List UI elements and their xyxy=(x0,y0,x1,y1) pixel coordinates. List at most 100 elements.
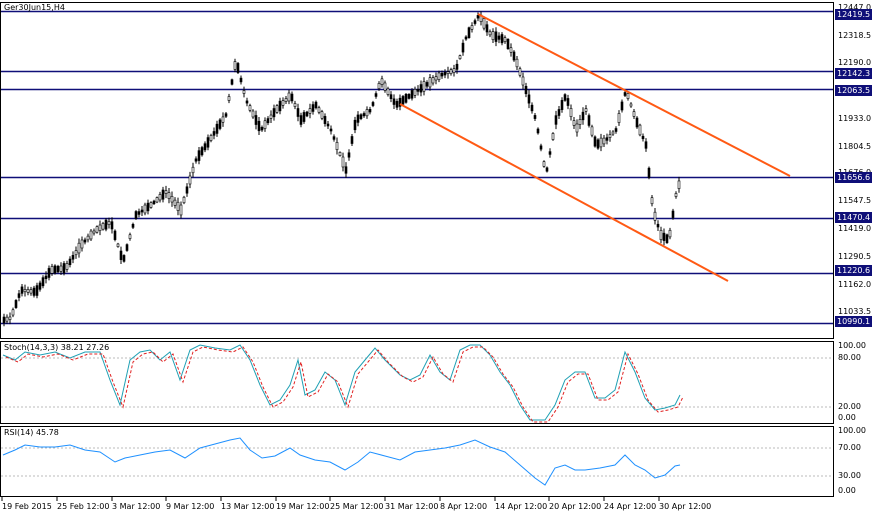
candle-body xyxy=(437,72,441,80)
candle-body xyxy=(170,196,174,203)
candle-body xyxy=(245,100,249,104)
candle-body xyxy=(146,202,150,212)
candle-body xyxy=(53,265,57,274)
candle-body xyxy=(662,232,666,241)
candle-body xyxy=(362,113,366,117)
candle-body xyxy=(107,221,111,225)
candle-body xyxy=(188,175,192,185)
price-tick: 12190.0 xyxy=(838,58,872,67)
candle-body xyxy=(425,82,429,87)
candle-body xyxy=(536,128,540,134)
candle-body xyxy=(551,133,555,140)
stoch-main-line xyxy=(2,344,681,421)
candle-body xyxy=(467,27,471,38)
candle-body xyxy=(32,287,36,296)
candle-body xyxy=(620,101,624,111)
candle-body xyxy=(290,93,294,102)
candle-body xyxy=(497,35,501,40)
candle-body xyxy=(161,189,165,200)
candle-body xyxy=(404,94,408,103)
lower-trendline[interactable] xyxy=(399,103,729,282)
candle-body xyxy=(428,77,432,88)
candle-body xyxy=(443,72,447,76)
price-tick: 11162.0 xyxy=(838,280,872,289)
level-tag[interactable]: 11656.6 xyxy=(835,172,873,183)
candle-body xyxy=(113,230,117,240)
candle-body xyxy=(308,108,312,114)
candle-body xyxy=(194,158,198,162)
candle-body xyxy=(560,100,564,110)
candle-body xyxy=(68,258,72,265)
candle-body xyxy=(167,192,171,199)
candle-body xyxy=(389,94,393,99)
candle-body xyxy=(101,223,105,230)
candle-body xyxy=(203,143,207,151)
candle-body xyxy=(137,211,141,215)
candle-body xyxy=(512,51,516,61)
candle-body xyxy=(611,131,615,135)
candle-body xyxy=(26,289,30,293)
time-tick: 3 Mar 12:00 xyxy=(112,502,161,511)
candle-body xyxy=(524,85,528,95)
candle-body xyxy=(386,88,390,95)
candle-body xyxy=(5,316,9,322)
candle-body xyxy=(77,242,81,254)
candle-body xyxy=(368,109,372,113)
candle-body xyxy=(518,68,522,76)
candle-body xyxy=(266,118,270,124)
level-tag[interactable]: 11220.6 xyxy=(835,265,873,276)
time-tick: 8 Apr 12:00 xyxy=(440,502,488,511)
price-tick: 12447.0 xyxy=(838,3,872,12)
candle-body xyxy=(596,139,600,149)
price-tick: 11419.0 xyxy=(838,224,872,233)
candle-body xyxy=(392,98,396,105)
candle-body xyxy=(521,76,525,86)
stoch-panel-frame xyxy=(0,341,834,424)
level-tag[interactable]: 12063.5 xyxy=(835,85,873,96)
candle-body xyxy=(152,200,156,205)
level-tag[interactable]: 12419.5 xyxy=(835,9,873,20)
candle-body xyxy=(281,100,285,106)
candle-body xyxy=(332,136,336,140)
stoch-signal-line xyxy=(5,346,684,423)
price-tick: 12318.5 xyxy=(838,31,872,40)
level-tag[interactable]: 12142.3 xyxy=(835,68,873,79)
candle-body xyxy=(401,96,405,105)
price-tick: 11933.0 xyxy=(838,114,872,123)
candle-body xyxy=(347,152,351,158)
candle-body xyxy=(80,239,84,249)
candle-body xyxy=(572,120,576,126)
candle-body xyxy=(8,316,12,320)
candle-body xyxy=(263,120,267,129)
candle-body xyxy=(176,201,180,211)
upper-trendline[interactable] xyxy=(477,13,791,177)
candle-body xyxy=(242,90,246,94)
candle-body xyxy=(377,83,381,89)
candle-body xyxy=(590,126,594,136)
candle-body xyxy=(317,107,321,113)
time-tick: 25 Mar 12:00 xyxy=(330,502,384,511)
time-tick: 31 Mar 12:00 xyxy=(385,502,439,511)
candle-body xyxy=(284,98,288,102)
candle-body xyxy=(257,120,261,132)
candle-body xyxy=(179,204,183,216)
candle-body xyxy=(674,193,678,197)
candle-body xyxy=(407,93,411,99)
stoch-tick: 100.00 xyxy=(838,341,866,350)
price-tick: 11547.5 xyxy=(838,196,872,205)
candle-body xyxy=(608,134,612,138)
candle-body xyxy=(449,69,453,74)
candle-body xyxy=(149,202,153,208)
candle-body xyxy=(299,115,303,125)
candle-body xyxy=(98,224,102,231)
candle-body xyxy=(17,293,21,298)
level-tag[interactable]: 11470.4 xyxy=(835,212,873,223)
candle-body xyxy=(422,81,426,92)
candle-body xyxy=(587,115,591,126)
price-tick: 11033.5 xyxy=(838,307,872,316)
level-tag[interactable]: 10990.1 xyxy=(835,316,873,327)
candle-body xyxy=(293,103,297,107)
candle-body xyxy=(302,112,306,122)
candle-body xyxy=(122,255,126,262)
